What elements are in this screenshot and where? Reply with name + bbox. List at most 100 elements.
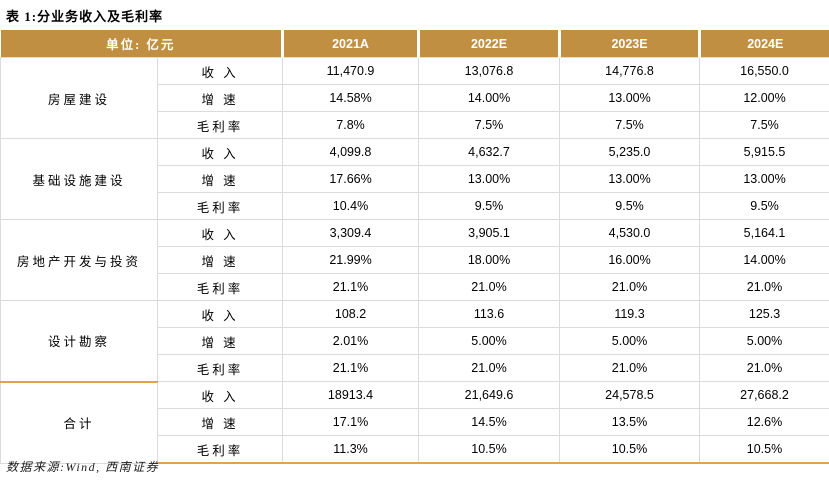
table-row: 合计 收 入 18913.4 21,649.6 24,578.5 27,668.… — [0, 380, 829, 464]
value-cell: 7.5% — [418, 111, 561, 139]
value-cell: 14.00% — [418, 84, 561, 112]
table-row: 毛利率 21.1% 21.0% 21.0% 21.0% — [1, 354, 829, 382]
table-row: 增 速 21.99% 18.00% 16.00% 14.00% — [1, 246, 829, 274]
value-cell: 21.99% — [282, 246, 420, 274]
value-cell: 5.00% — [559, 327, 701, 355]
value-cell: 21.0% — [559, 354, 701, 382]
metric-label-cell: 收 入 — [156, 57, 284, 85]
value-cell: 5,164.1 — [699, 219, 829, 247]
table-row: 毛利率 21.1% 21.0% 21.0% 21.0% — [1, 273, 829, 301]
value-cell: 3,905.1 — [418, 219, 561, 247]
value-cell: 13.00% — [699, 165, 829, 193]
value-cell: 21.0% — [418, 354, 561, 382]
value-cell: 12.00% — [699, 84, 829, 112]
value-cell: 12.6% — [699, 408, 829, 436]
table-title: 表 1:分业务收入及毛利率 — [6, 9, 164, 24]
value-cell: 16,550.0 — [699, 57, 829, 85]
table-row: 毛利率 11.3% 10.5% 10.5% 10.5% — [1, 435, 829, 464]
value-cell: 119.3 — [559, 300, 701, 328]
value-cell: 10.4% — [282, 192, 420, 220]
column-header-2024E: 2024E — [698, 30, 829, 58]
table-row: 增 速 14.58% 14.00% 13.00% 12.00% — [1, 84, 829, 112]
table-row: 毛利率 7.8% 7.5% 7.5% 7.5% — [1, 111, 829, 139]
value-cell: 17.1% — [282, 408, 420, 436]
group-name-cell: 合计 — [0, 380, 158, 464]
value-cell: 14.58% — [282, 84, 420, 112]
value-cell: 5,915.5 — [699, 138, 829, 166]
table-row: 房地产开发与投资 收 入 3,309.4 3,905.1 4,530.0 5,1… — [0, 219, 829, 301]
metric-label-cell: 增 速 — [156, 165, 284, 193]
table-row: 增 速 17.66% 13.00% 13.00% 13.00% — [1, 165, 829, 193]
value-cell: 2.01% — [282, 327, 420, 355]
value-cell: 14.00% — [699, 246, 829, 274]
metric-label-cell: 收 入 — [156, 138, 284, 166]
value-cell: 13,076.8 — [418, 57, 561, 85]
value-cell: 108.2 — [282, 300, 420, 328]
metric-label-cell: 增 速 — [156, 246, 284, 274]
value-cell: 24,578.5 — [559, 381, 701, 409]
value-cell: 21.0% — [559, 273, 701, 301]
value-cell: 3,309.4 — [282, 219, 420, 247]
column-header-2021A: 2021A — [281, 30, 419, 58]
table-row: 房屋建设 收 入 11,470.9 13,076.8 14,776.8 16,5… — [0, 57, 829, 139]
value-cell: 21.1% — [282, 354, 420, 382]
value-cell: 13.00% — [559, 84, 701, 112]
metric-label-cell: 收 入 — [156, 219, 284, 247]
value-cell: 13.5% — [559, 408, 701, 436]
value-cell: 14.5% — [418, 408, 561, 436]
value-cell: 10.5% — [699, 435, 829, 464]
table-row: 基础设施建设 收 入 4,099.8 4,632.7 5,235.0 5,915… — [0, 138, 829, 220]
table-row: 增 速 2.01% 5.00% 5.00% 5.00% — [1, 327, 829, 355]
value-cell: 4,530.0 — [559, 219, 701, 247]
value-cell: 13.00% — [418, 165, 561, 193]
group-name-cell: 设计勘察 — [0, 300, 158, 382]
metric-label-cell: 毛利率 — [156, 435, 284, 464]
column-header-2023E: 2023E — [558, 30, 700, 58]
value-cell: 21.0% — [699, 273, 829, 301]
metric-label-cell: 毛利率 — [156, 111, 284, 139]
metric-label-cell: 毛利率 — [156, 273, 284, 301]
value-cell: 18913.4 — [282, 381, 420, 409]
value-cell: 4,632.7 — [418, 138, 561, 166]
metric-label-cell: 毛利率 — [156, 354, 284, 382]
table-row: 增 速 17.1% 14.5% 13.5% 12.6% — [1, 408, 829, 436]
value-cell: 7.8% — [282, 111, 420, 139]
group-name-cell: 房地产开发与投资 — [0, 219, 158, 301]
header-row: 单位: 亿元 2021A 2022E 2023E 2024E — [0, 30, 829, 58]
value-cell: 4,099.8 — [282, 138, 420, 166]
metric-label-cell: 收 入 — [156, 300, 284, 328]
column-header-2022E: 2022E — [417, 30, 560, 58]
value-cell: 27,668.2 — [699, 381, 829, 409]
value-cell: 14,776.8 — [559, 57, 701, 85]
metric-label-cell: 增 速 — [156, 327, 284, 355]
value-cell: 21.1% — [282, 273, 420, 301]
value-cell: 9.5% — [559, 192, 701, 220]
value-cell: 10.5% — [418, 435, 561, 464]
unit-header-cell: 单位: 亿元 — [0, 30, 283, 58]
value-cell: 9.5% — [418, 192, 561, 220]
value-cell: 16.00% — [559, 246, 701, 274]
table-row: 毛利率 10.4% 9.5% 9.5% 9.5% — [1, 192, 829, 220]
value-cell: 11.3% — [282, 435, 420, 464]
value-cell: 13.00% — [559, 165, 701, 193]
metric-label-cell: 增 速 — [156, 408, 284, 436]
value-cell: 7.5% — [559, 111, 701, 139]
value-cell: 5,235.0 — [559, 138, 701, 166]
value-cell: 5.00% — [699, 327, 829, 355]
metric-label-cell: 收 入 — [156, 381, 284, 409]
value-cell: 113.6 — [418, 300, 561, 328]
value-cell: 125.3 — [699, 300, 829, 328]
value-cell: 21,649.6 — [418, 381, 561, 409]
value-cell: 10.5% — [559, 435, 701, 464]
value-cell: 21.0% — [418, 273, 561, 301]
value-cell: 17.66% — [282, 165, 420, 193]
metric-label-cell: 增 速 — [156, 84, 284, 112]
value-cell: 21.0% — [699, 354, 829, 382]
value-cell: 5.00% — [418, 327, 561, 355]
value-cell: 18.00% — [418, 246, 561, 274]
value-cell: 11,470.9 — [282, 57, 420, 85]
value-cell: 7.5% — [699, 111, 829, 139]
business-revenue-table: 单位: 亿元 2021A 2022E 2023E 2024E 房屋建设 收 入 … — [0, 30, 829, 464]
group-name-cell: 基础设施建设 — [0, 138, 158, 220]
